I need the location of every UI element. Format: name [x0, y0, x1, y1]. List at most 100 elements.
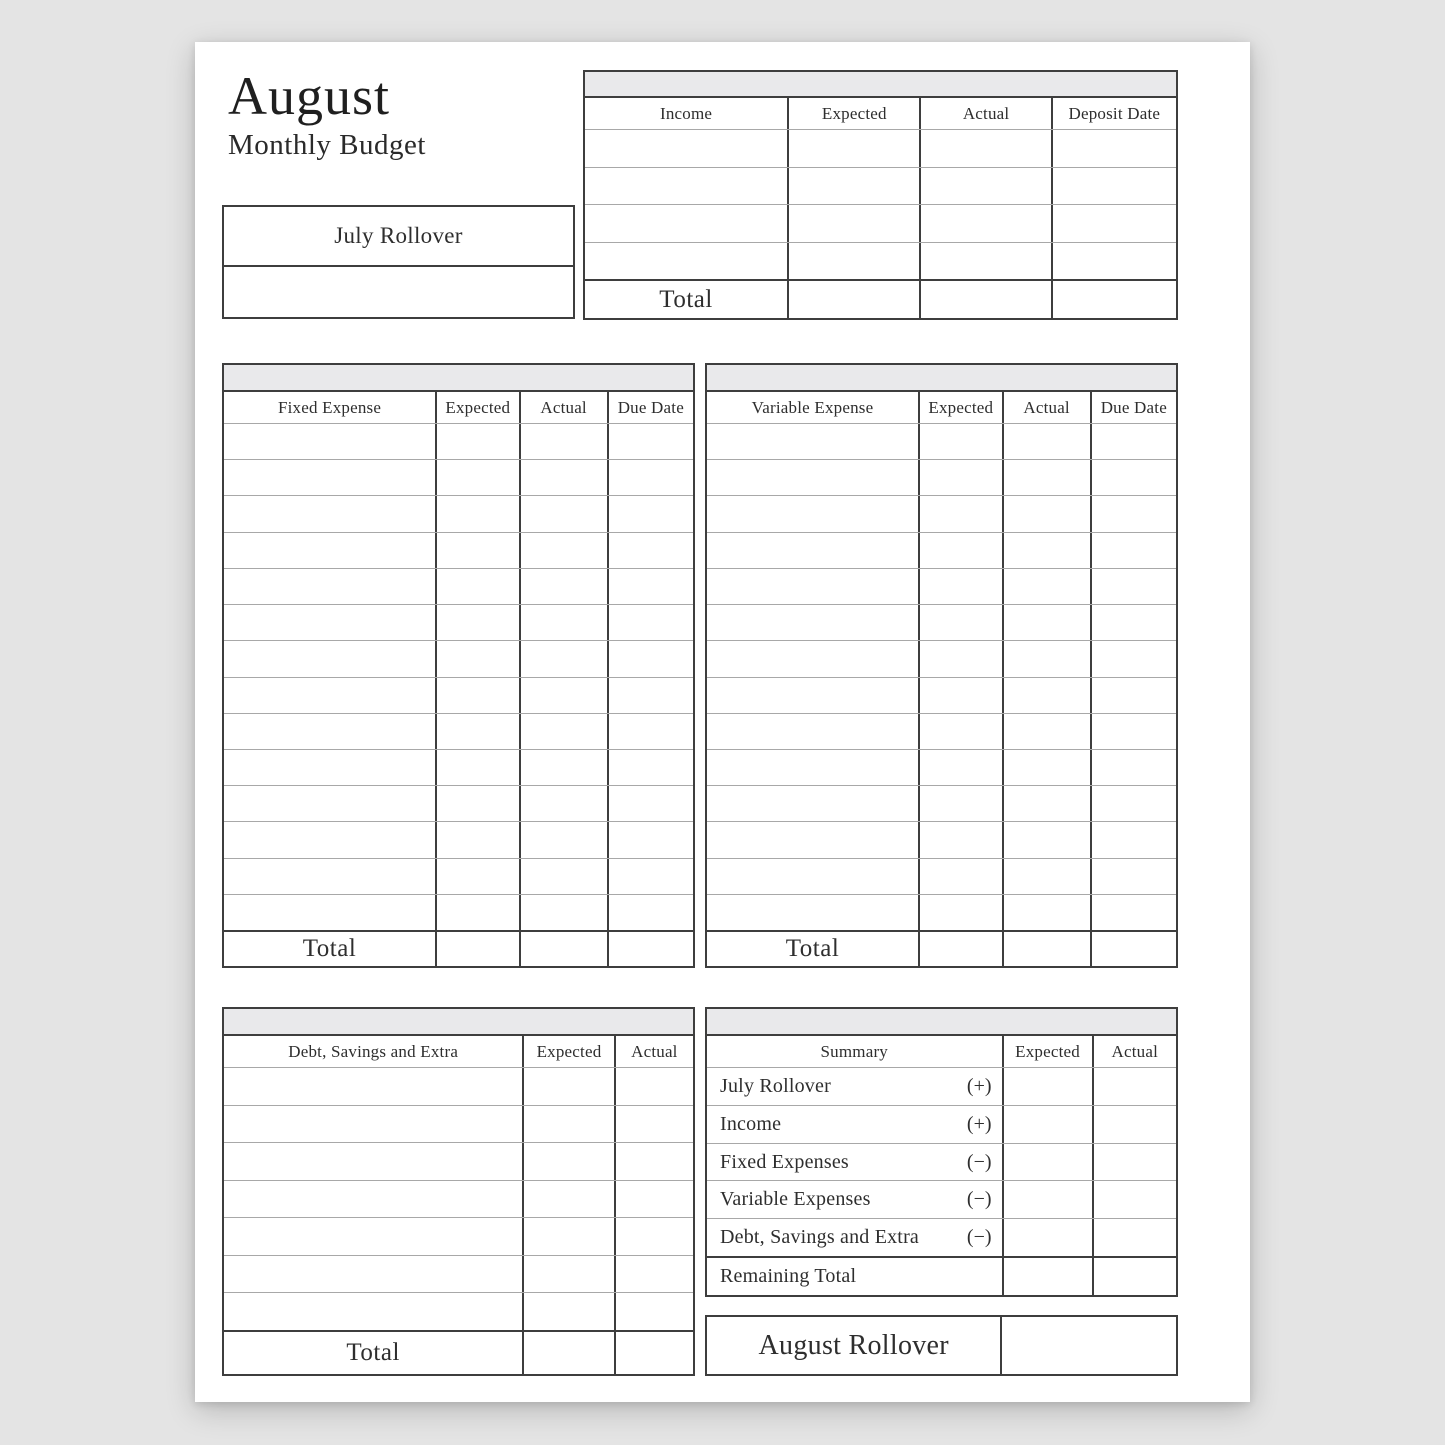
row-label: Fixed Expenses [720, 1150, 849, 1173]
table-cell [1089, 932, 1176, 966]
table-cell [1001, 713, 1090, 749]
table-cell [224, 750, 435, 785]
august-rollover-box: August Rollover [705, 1315, 1178, 1376]
table-cell [613, 1105, 693, 1143]
summary-table: Summary Expected Actual July Rollover (+) In… [705, 1007, 1178, 1297]
summary-row: Income (+) [707, 1104, 1176, 1143]
summary-row: Variable Expenses (−) [707, 1180, 1176, 1219]
table-cell [224, 1143, 522, 1180]
table-cell [1001, 932, 1090, 966]
income-table-total-row: Total [585, 279, 1176, 318]
table-cell [606, 786, 693, 822]
table-cell [435, 532, 518, 568]
table-row [224, 1104, 693, 1143]
row-sign: (−) [966, 1188, 992, 1211]
table-cell [787, 130, 919, 167]
table-row [224, 748, 693, 786]
table-cell [1089, 424, 1176, 460]
row-sign: (−) [966, 1150, 992, 1173]
table-cell [518, 786, 607, 822]
table-cell [919, 167, 1050, 204]
table-cell [787, 167, 919, 204]
table-cell [1050, 167, 1176, 204]
table-cell [1089, 858, 1176, 894]
table-cell [707, 859, 918, 894]
table-cell [707, 822, 918, 857]
summary-row: Remaining Total [707, 1256, 1176, 1295]
table-cell [613, 1180, 693, 1218]
table-cell [918, 641, 1001, 677]
table-row [224, 424, 693, 460]
table-row [224, 1254, 693, 1293]
variable-expense-table-band [707, 365, 1176, 392]
table-cell [224, 1181, 522, 1218]
table-cell [224, 569, 435, 604]
table-cell [224, 1256, 522, 1293]
table-cell [435, 786, 518, 822]
table-cell [224, 678, 435, 713]
table-row [585, 241, 1176, 279]
table-cell [522, 1293, 613, 1331]
variable-expense-table-body [707, 424, 1176, 931]
table-cell [707, 641, 918, 676]
table-cell [1001, 822, 1090, 858]
table-row [224, 604, 693, 641]
row-label: Income [720, 1112, 782, 1135]
table-row [224, 785, 693, 822]
table-cell [518, 713, 607, 749]
table-cell [224, 786, 435, 821]
table-row [707, 640, 1176, 677]
table-row [224, 459, 693, 496]
column-header: Deposit Date [1050, 98, 1176, 129]
column-header: Income [659, 103, 713, 123]
table-cell [1089, 568, 1176, 605]
table-cell [518, 605, 607, 641]
table-cell [918, 894, 1001, 931]
column-header: Expected [435, 392, 518, 423]
table-cell [518, 894, 607, 931]
table-cell [918, 424, 1001, 460]
table-row [707, 531, 1176, 568]
table-cell [1001, 677, 1090, 713]
table-cell [1089, 677, 1176, 713]
variable-expense-table: Variable Expense Expected Actual Due Date T… [705, 363, 1178, 968]
summary-table-band [707, 1009, 1176, 1036]
table-cell [518, 496, 607, 532]
table-row [707, 821, 1176, 858]
table-cell [918, 496, 1001, 532]
table-cell [518, 858, 607, 894]
table-cell [918, 749, 1001, 786]
table-cell [606, 568, 693, 605]
table-row [224, 1068, 693, 1105]
table-cell [224, 1218, 522, 1255]
table-cell [1001, 460, 1090, 496]
table-cell [518, 932, 607, 966]
table-cell [707, 678, 918, 713]
table-row [224, 1142, 693, 1180]
table-cell [518, 749, 607, 786]
table-cell [606, 677, 693, 713]
table-cell [918, 713, 1001, 749]
table-row [707, 604, 1176, 641]
fixed-expense-table-body [224, 424, 693, 931]
table-cell [224, 1106, 522, 1143]
column-header: Actual [1091, 1036, 1176, 1067]
table-cell [435, 460, 518, 496]
table-cell [919, 130, 1050, 167]
table-row [707, 424, 1176, 460]
table-cell [613, 1218, 693, 1255]
table-cell [1001, 424, 1090, 460]
table-cell [606, 822, 693, 858]
column-header: Fixed Expense [277, 397, 382, 417]
table-cell [1091, 1105, 1176, 1143]
table-cell [707, 496, 918, 531]
july-rollover-box: July Rollover [222, 205, 575, 319]
table-cell [1001, 894, 1090, 931]
fixed-expense-table: Fixed Expense Expected Actual Due Date Tota… [222, 363, 695, 968]
table-cell [518, 532, 607, 568]
debt-savings-table-header-row: Debt, Savings and Extra Expected Actual [224, 1036, 693, 1068]
row-label: Variable Expenses [720, 1188, 871, 1211]
table-cell [518, 641, 607, 677]
table-cell [522, 1255, 613, 1293]
table-cell [606, 749, 693, 786]
